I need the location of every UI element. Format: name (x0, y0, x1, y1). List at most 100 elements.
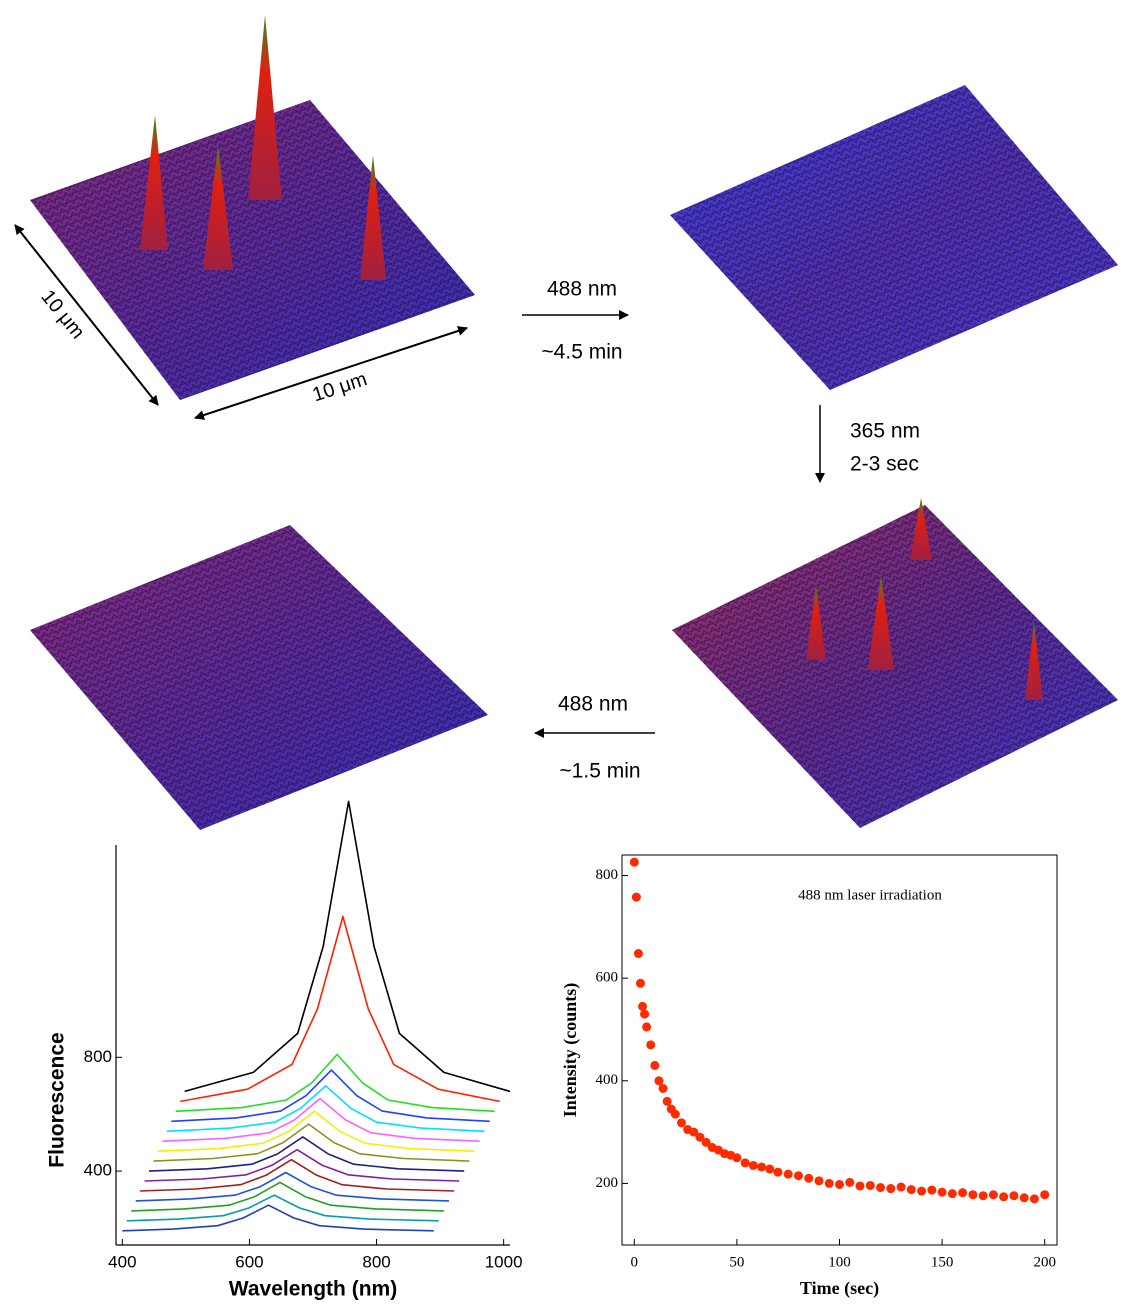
scale-arrow (14, 224, 159, 406)
spectrum-line (166, 1085, 485, 1133)
data-point (1029, 1194, 1039, 1204)
data-point (988, 1190, 998, 1200)
y-tick-label: 800 (84, 1047, 112, 1066)
surface-1 (30, 15, 475, 400)
x-tick-label: 150 (931, 1254, 954, 1270)
spectrum-line (131, 1181, 444, 1212)
y-tick-label: 400 (596, 1072, 619, 1088)
data-point (732, 1153, 742, 1163)
data-point (855, 1181, 865, 1191)
step-duration: ~1.5 min (559, 760, 640, 783)
data-point (631, 892, 641, 902)
x-tick-label: 600 (235, 1252, 263, 1271)
data-point (927, 1185, 937, 1195)
chart: 400 600 800 1000 400 800 Wavelength (nm) Fluore… (46, 800, 523, 1301)
data-point (835, 1179, 844, 1189)
data-point (701, 1137, 711, 1147)
y-axis-label: Intensity (counts) (560, 983, 581, 1118)
step-wavelength: 365 nm (850, 420, 920, 443)
data-point (748, 1160, 758, 1170)
data-point (999, 1192, 1009, 1202)
data-point (677, 1118, 687, 1128)
y-tick-label: 800 (596, 867, 619, 883)
surface-3 (672, 498, 1118, 828)
spectrum-line (122, 1204, 434, 1232)
data-point (783, 1169, 793, 1179)
data-point (886, 1184, 896, 1194)
data-point (765, 1164, 775, 1174)
data-point (814, 1176, 824, 1186)
data-point (845, 1177, 855, 1187)
data-point (629, 857, 639, 867)
y-tick-label: 600 (596, 970, 619, 986)
spectrum-line (162, 1097, 480, 1142)
data-point (757, 1162, 767, 1172)
data-point (865, 1180, 875, 1190)
y-axis-label: Fluorescence (46, 1032, 69, 1167)
data-point (635, 978, 645, 988)
x-tick-label: 50 (729, 1254, 744, 1270)
data-point (937, 1187, 947, 1197)
spectrum-line (140, 1158, 455, 1192)
scale-label: 10 μm (310, 368, 370, 406)
data-point (695, 1132, 705, 1142)
x-tick-label: 800 (362, 1252, 390, 1271)
data-point (958, 1188, 968, 1198)
spectrum-line (180, 915, 500, 1103)
data-point (824, 1178, 834, 1188)
x-tick-label: 400 (108, 1252, 136, 1271)
data-point (658, 1083, 668, 1093)
data-point (947, 1189, 957, 1199)
data-point (1019, 1193, 1029, 1203)
spectrum-line (148, 1136, 465, 1172)
surface-2 (670, 85, 1118, 390)
y-tick-label: 200 (596, 1175, 619, 1191)
data-point (654, 1076, 664, 1086)
data-point (896, 1182, 906, 1192)
data-point (876, 1183, 886, 1193)
scale-arrow (194, 326, 468, 420)
step-wavelength: 488 nm (547, 278, 617, 301)
spectrum-line (184, 800, 511, 1093)
data-point (1040, 1190, 1050, 1200)
spectrum-line (171, 1069, 490, 1123)
data-point (773, 1167, 783, 1177)
step-duration: 2-3 sec (850, 453, 919, 476)
annotation: 488 nm laser irradiation (798, 887, 942, 903)
data-point (640, 1009, 650, 1019)
x-axis-label: Time (sec) (800, 1278, 879, 1299)
y-tick-label: 400 (84, 1161, 112, 1180)
data-point (968, 1190, 978, 1200)
spectrum-line (157, 1110, 475, 1152)
scale-label: 10 μm (36, 286, 88, 343)
step-wavelength: 488 nm (558, 693, 628, 716)
x-axis-label: Wavelength (nm) (229, 1278, 397, 1301)
data-point (917, 1186, 927, 1196)
step-duration: ~4.5 min (541, 341, 622, 364)
data-point (650, 1060, 660, 1070)
data-point (689, 1127, 699, 1137)
spectrum-line (144, 1148, 460, 1182)
data-point (642, 1022, 652, 1032)
data-point (638, 1001, 648, 1011)
data-point (978, 1191, 988, 1201)
data-point (633, 949, 643, 959)
data-point (740, 1158, 750, 1168)
data-point (906, 1185, 916, 1195)
spectrum-line (126, 1194, 439, 1222)
spectrum-line (175, 1053, 495, 1113)
data-point (793, 1171, 803, 1181)
spectrum-line (153, 1123, 470, 1162)
spectrum-line (135, 1171, 450, 1202)
x-tick-label: 100 (828, 1254, 851, 1270)
data-point (804, 1173, 814, 1183)
data-point (1009, 1191, 1019, 1201)
x-tick-label: 200 (1033, 1254, 1056, 1270)
data-point (646, 1040, 656, 1050)
data-point (662, 1096, 672, 1106)
surface-4 (30, 525, 488, 830)
x-tick-label: 1000 (485, 1252, 523, 1271)
data-point (670, 1109, 680, 1119)
